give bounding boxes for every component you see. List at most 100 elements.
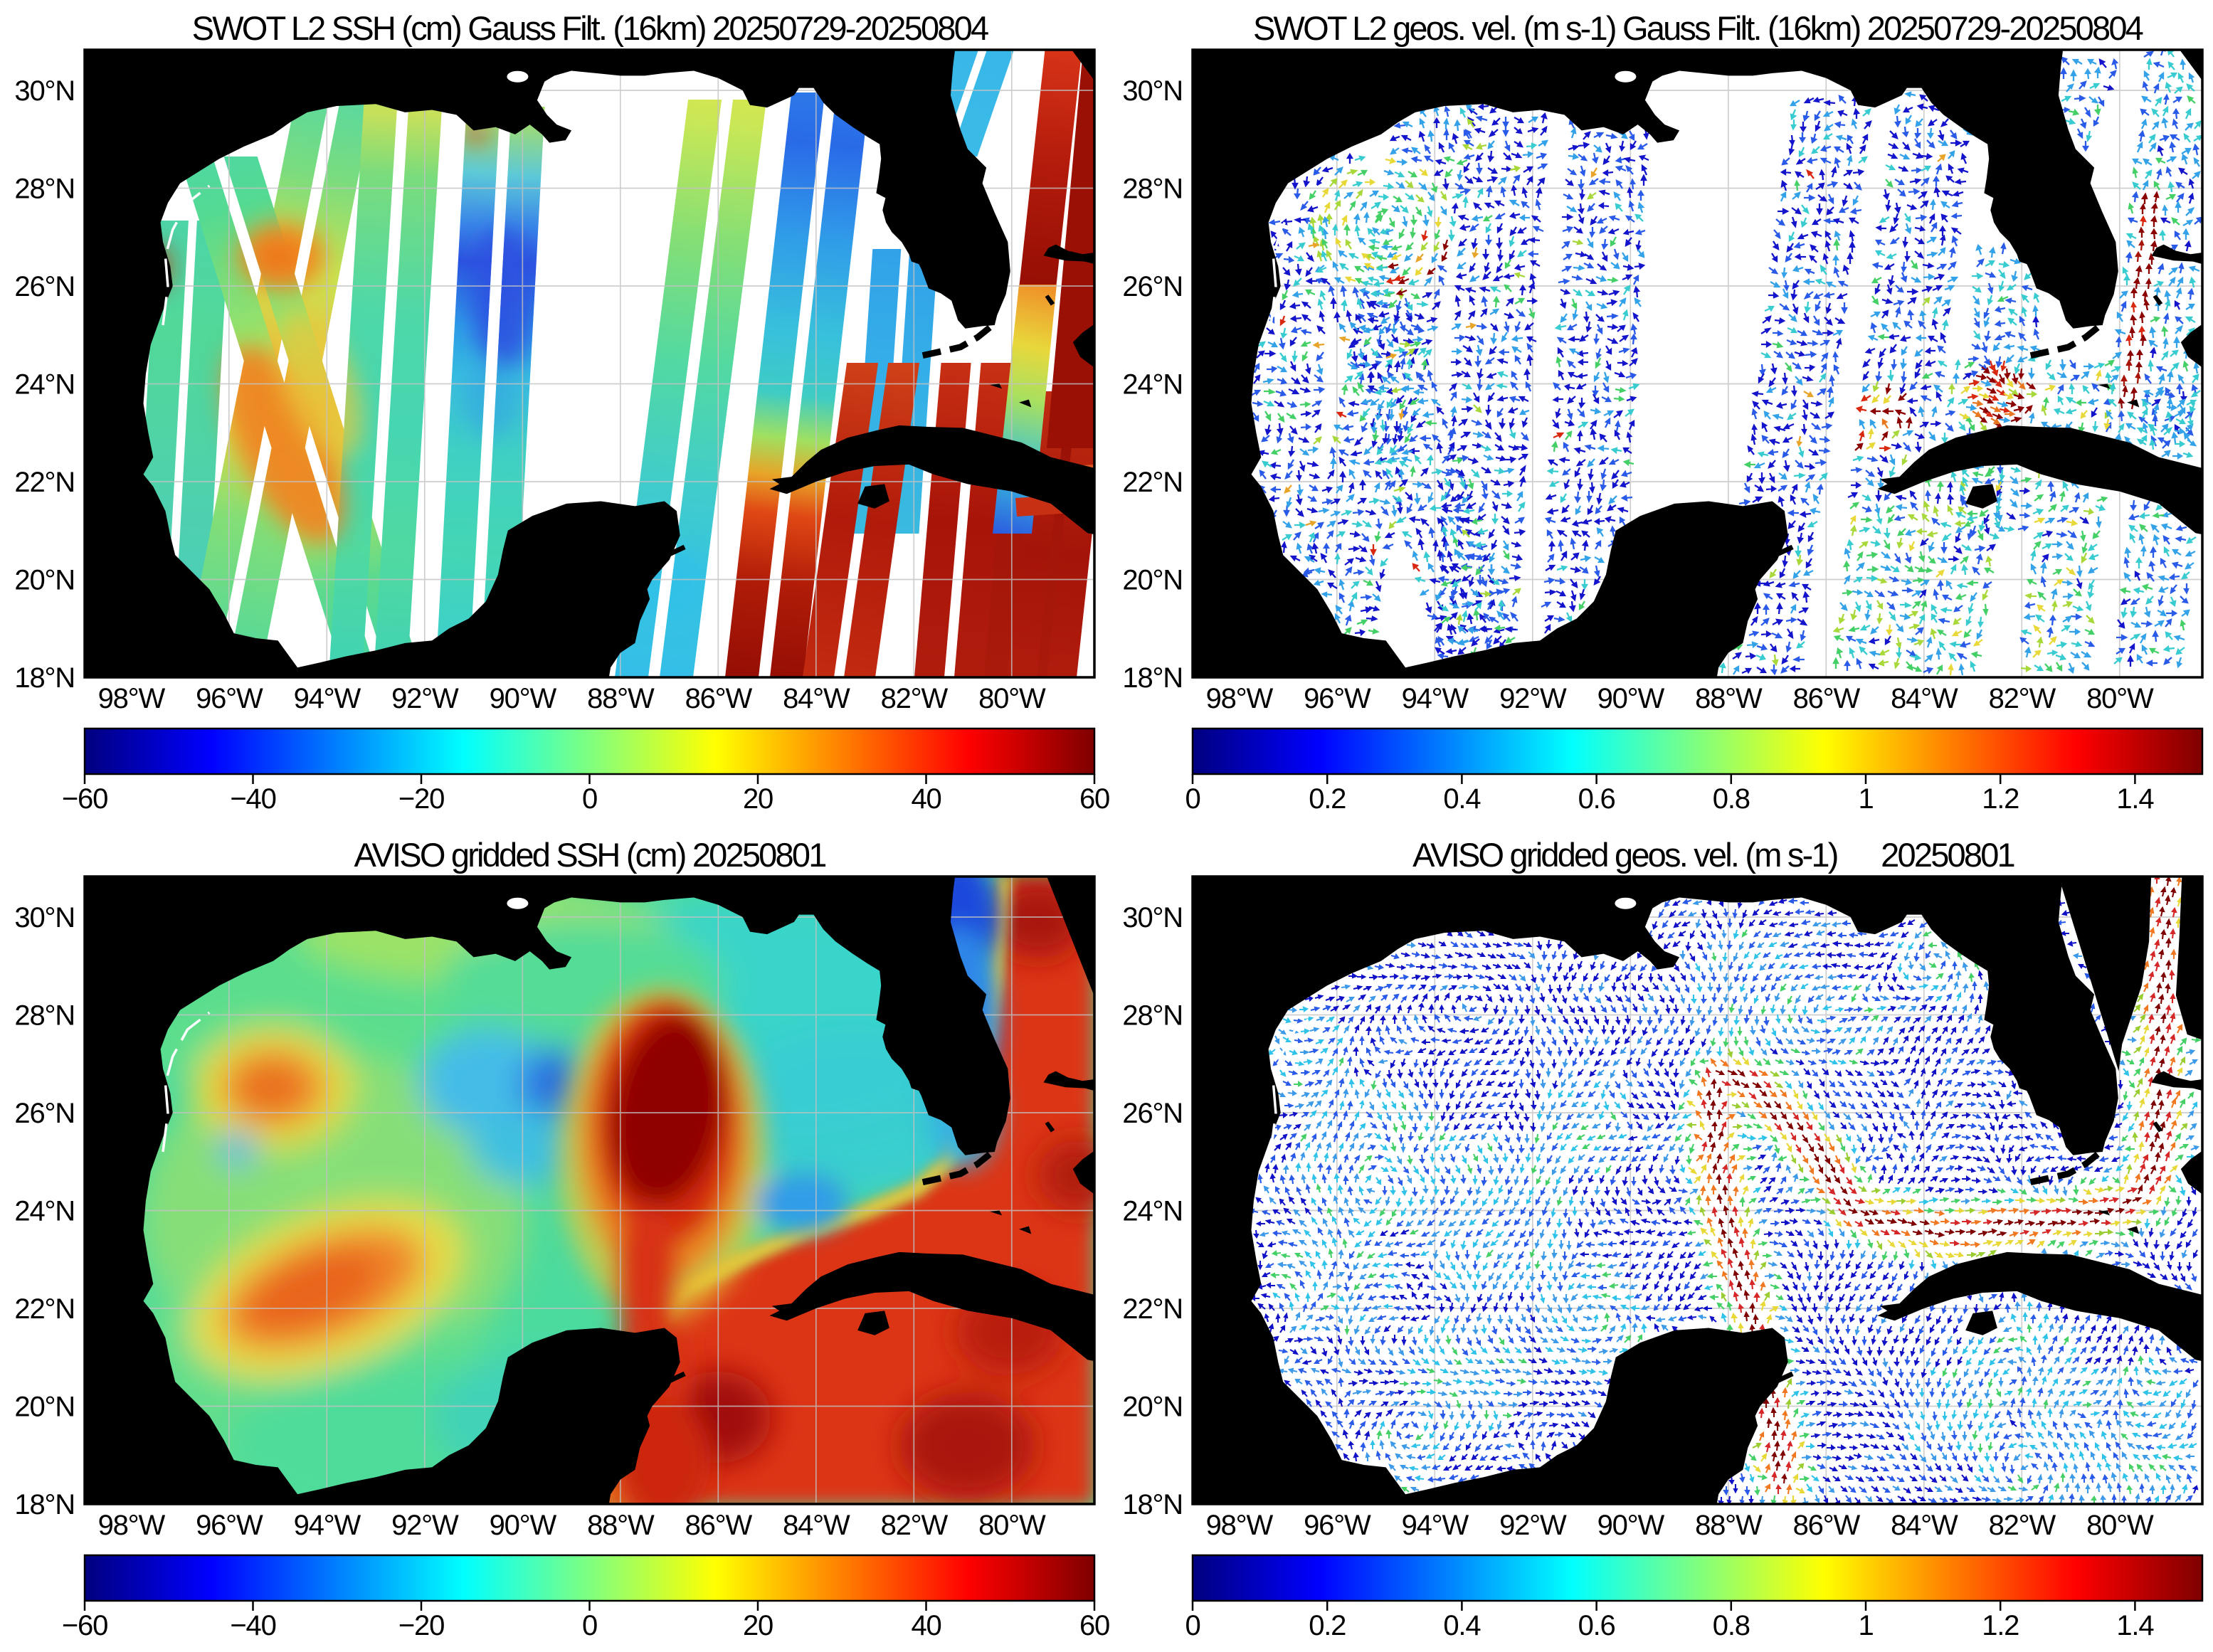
svg-text:30°N: 30°N bbox=[1122, 902, 1183, 933]
svg-text:SWOT L2 SSH (cm) Gauss Filt. (: SWOT L2 SSH (cm) Gauss Filt. (16km) 2025… bbox=[192, 9, 988, 47]
svg-text:20°N: 20°N bbox=[14, 565, 75, 596]
svg-text:18°N: 18°N bbox=[1122, 1489, 1183, 1520]
svg-text:30°N: 30°N bbox=[14, 902, 75, 933]
svg-text:28°N: 28°N bbox=[1122, 174, 1183, 205]
svg-text:22°N: 22°N bbox=[14, 1293, 75, 1325]
svg-text:84°W: 84°W bbox=[1891, 683, 1958, 714]
svg-text:0.6: 0.6 bbox=[1578, 783, 1615, 815]
svg-text:0: 0 bbox=[582, 783, 597, 815]
svg-text:96°W: 96°W bbox=[1304, 683, 1371, 714]
svg-text:22°N: 22°N bbox=[1122, 467, 1183, 498]
svg-text:40: 40 bbox=[911, 783, 941, 815]
svg-text:94°W: 94°W bbox=[294, 683, 361, 714]
svg-text:28°N: 28°N bbox=[14, 1000, 75, 1032]
svg-text:0.6: 0.6 bbox=[1578, 1610, 1615, 1641]
svg-text:24°N: 24°N bbox=[1122, 369, 1183, 401]
svg-text:0.2: 0.2 bbox=[1309, 1610, 1346, 1641]
svg-text:82°W: 82°W bbox=[881, 683, 949, 714]
svg-text:92°W: 92°W bbox=[1499, 683, 1567, 714]
svg-text:20°N: 20°N bbox=[1122, 565, 1183, 596]
svg-text:18°N: 18°N bbox=[14, 662, 75, 694]
svg-text:−40: −40 bbox=[230, 783, 275, 815]
svg-text:22°N: 22°N bbox=[14, 467, 75, 498]
svg-text:60: 60 bbox=[1079, 1610, 1109, 1641]
svg-text:80°W: 80°W bbox=[978, 683, 1046, 714]
svg-text:18°N: 18°N bbox=[14, 1489, 75, 1520]
svg-text:20: 20 bbox=[743, 1610, 773, 1641]
svg-text:92°W: 92°W bbox=[391, 683, 459, 714]
svg-text:1.4: 1.4 bbox=[2116, 1610, 2154, 1641]
svg-text:−60: −60 bbox=[62, 783, 107, 815]
svg-text:1.2: 1.2 bbox=[1982, 1610, 2019, 1641]
svg-text:96°W: 96°W bbox=[1304, 1510, 1371, 1541]
svg-text:90°W: 90°W bbox=[1597, 1510, 1665, 1541]
svg-text:88°W: 88°W bbox=[1695, 1510, 1763, 1541]
svg-text:30°N: 30°N bbox=[14, 75, 75, 107]
svg-text:86°W: 86°W bbox=[685, 1510, 753, 1541]
svg-text:92°W: 92°W bbox=[391, 1510, 459, 1541]
svg-text:−40: −40 bbox=[230, 1610, 275, 1641]
svg-text:20: 20 bbox=[743, 783, 773, 815]
svg-text:24°N: 24°N bbox=[14, 1196, 75, 1227]
svg-text:84°W: 84°W bbox=[783, 1510, 850, 1541]
svg-text:82°W: 82°W bbox=[1989, 1510, 2056, 1541]
svg-text:26°N: 26°N bbox=[14, 1098, 75, 1129]
svg-text:22°N: 22°N bbox=[1122, 1293, 1183, 1325]
svg-text:90°W: 90°W bbox=[490, 1510, 557, 1541]
svg-text:96°W: 96°W bbox=[196, 1510, 263, 1541]
svg-text:86°W: 86°W bbox=[1793, 1510, 1861, 1541]
svg-text:80°W: 80°W bbox=[2086, 1510, 2154, 1541]
svg-text:0.4: 0.4 bbox=[1443, 1610, 1481, 1641]
svg-text:24°N: 24°N bbox=[1122, 1196, 1183, 1227]
svg-text:−60: −60 bbox=[62, 1610, 107, 1641]
svg-text:94°W: 94°W bbox=[294, 1510, 361, 1541]
svg-text:40: 40 bbox=[911, 1610, 941, 1641]
svg-text:98°W: 98°W bbox=[1206, 683, 1274, 714]
svg-text:80°W: 80°W bbox=[978, 1510, 1046, 1541]
svg-text:80°W: 80°W bbox=[2086, 683, 2154, 714]
svg-text:0: 0 bbox=[1185, 783, 1200, 815]
svg-text:−20: −20 bbox=[398, 783, 444, 815]
svg-text:26°N: 26°N bbox=[1122, 1098, 1183, 1129]
svg-text:94°W: 94°W bbox=[1402, 1510, 1469, 1541]
svg-text:−20: −20 bbox=[398, 1610, 444, 1641]
svg-text:90°W: 90°W bbox=[490, 683, 557, 714]
svg-text:AVISO gridded geos. vel. (m s-: AVISO gridded geos. vel. (m s-1) 2025080… bbox=[1412, 836, 2014, 874]
svg-text:AVISO gridded SSH (cm) 2025080: AVISO gridded SSH (cm) 20250801 bbox=[354, 836, 825, 874]
svg-text:1.2: 1.2 bbox=[1982, 783, 2019, 815]
svg-text:0.4: 0.4 bbox=[1443, 783, 1481, 815]
svg-text:60: 60 bbox=[1079, 783, 1109, 815]
svg-text:90°W: 90°W bbox=[1597, 683, 1665, 714]
svg-text:0: 0 bbox=[582, 1610, 597, 1641]
svg-text:1: 1 bbox=[1858, 783, 1873, 815]
svg-text:24°N: 24°N bbox=[14, 369, 75, 401]
svg-text:86°W: 86°W bbox=[685, 683, 753, 714]
svg-text:30°N: 30°N bbox=[1122, 75, 1183, 107]
svg-text:SWOT L2 geos. vel. (m s-1) Gau: SWOT L2 geos. vel. (m s-1) Gauss Filt. (… bbox=[1253, 9, 2143, 47]
svg-text:28°N: 28°N bbox=[1122, 1000, 1183, 1032]
svg-text:82°W: 82°W bbox=[1989, 683, 2056, 714]
svg-text:98°W: 98°W bbox=[98, 1510, 166, 1541]
svg-text:98°W: 98°W bbox=[1206, 1510, 1274, 1541]
svg-text:88°W: 88°W bbox=[587, 1510, 655, 1541]
svg-text:92°W: 92°W bbox=[1499, 1510, 1567, 1541]
svg-text:1: 1 bbox=[1858, 1610, 1873, 1641]
svg-text:98°W: 98°W bbox=[98, 683, 166, 714]
svg-text:26°N: 26°N bbox=[14, 271, 75, 302]
svg-text:96°W: 96°W bbox=[196, 683, 263, 714]
svg-text:82°W: 82°W bbox=[881, 1510, 949, 1541]
svg-text:26°N: 26°N bbox=[1122, 271, 1183, 302]
svg-text:20°N: 20°N bbox=[1122, 1392, 1183, 1423]
svg-text:84°W: 84°W bbox=[1891, 1510, 1958, 1541]
svg-text:28°N: 28°N bbox=[14, 174, 75, 205]
svg-text:0.8: 0.8 bbox=[1713, 1610, 1750, 1641]
svg-text:0.2: 0.2 bbox=[1309, 783, 1346, 815]
svg-text:84°W: 84°W bbox=[783, 683, 850, 714]
svg-text:94°W: 94°W bbox=[1402, 683, 1469, 714]
svg-text:1.4: 1.4 bbox=[2116, 783, 2154, 815]
svg-text:0.8: 0.8 bbox=[1713, 783, 1750, 815]
svg-text:20°N: 20°N bbox=[14, 1392, 75, 1423]
svg-text:88°W: 88°W bbox=[587, 683, 655, 714]
svg-text:0: 0 bbox=[1185, 1610, 1200, 1641]
svg-text:88°W: 88°W bbox=[1695, 683, 1763, 714]
